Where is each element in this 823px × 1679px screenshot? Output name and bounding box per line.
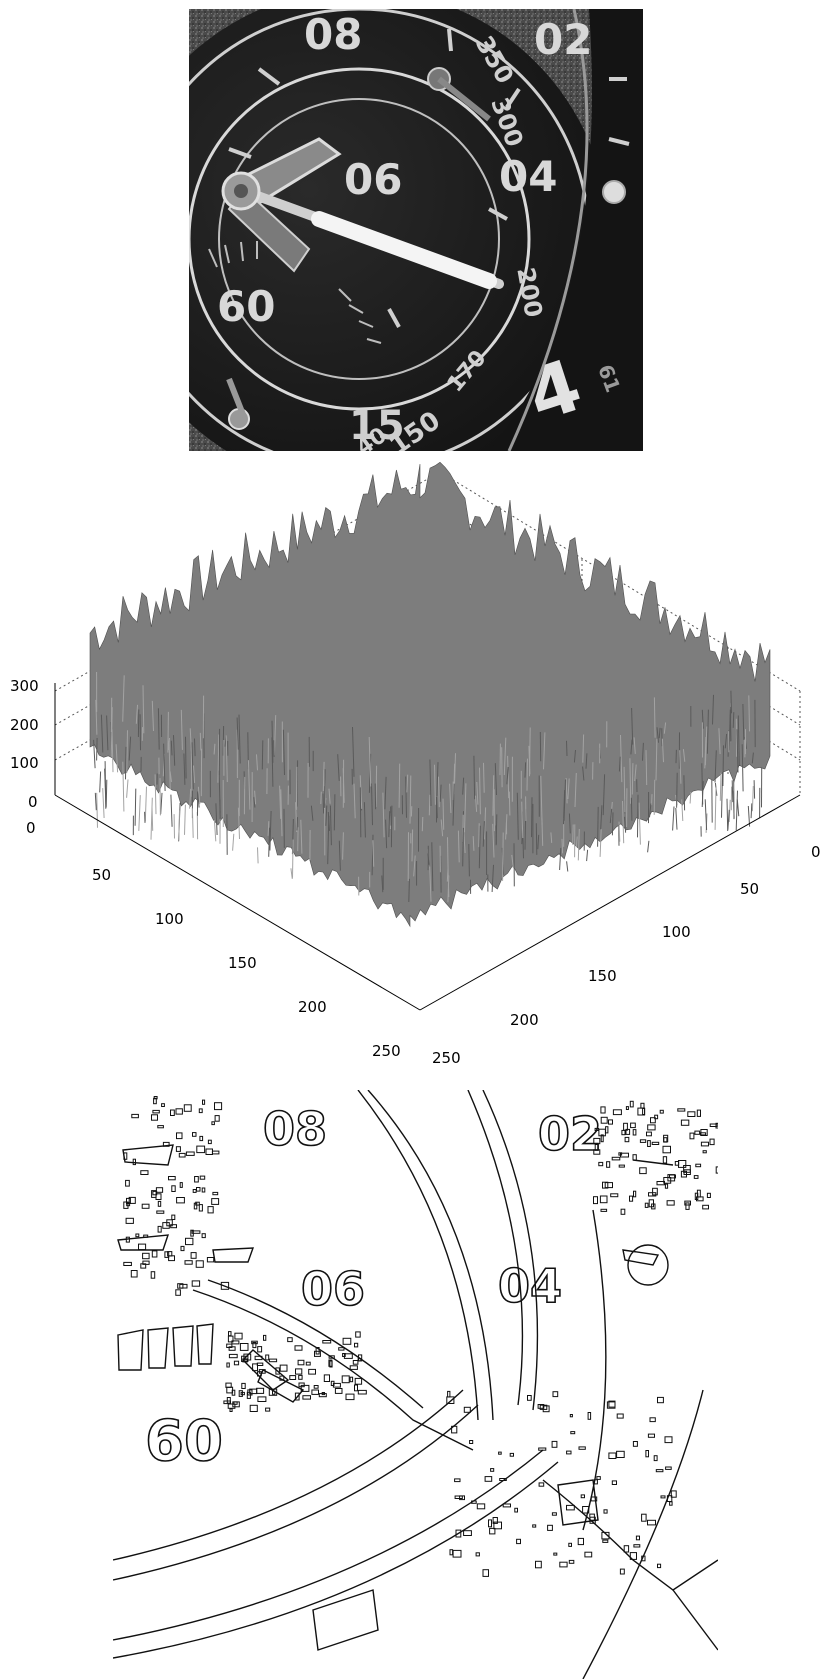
contour-number-60: 60: [145, 1409, 223, 1474]
contour-noise: [123, 1096, 718, 1577]
z-tick-200: 200: [10, 716, 39, 734]
left-axis-tick-150: 150: [228, 954, 257, 972]
surface-spikes: [93, 671, 763, 903]
dial-number-06: 06: [344, 155, 402, 204]
left-axis-tick-50: 50: [92, 866, 111, 884]
right-axis-tick-0: 0: [811, 843, 821, 861]
surface-axes: [54, 683, 801, 1011]
contour-number-08: 08: [263, 1102, 327, 1156]
contour-lines: [113, 1090, 718, 1679]
surface-plot-svg: 300 200 100 0 0 50 100 150 200 250 0 50 …: [10, 461, 821, 1067]
contour-number-04: 04: [498, 1259, 562, 1313]
contour-number-06: 06: [301, 1262, 365, 1316]
edge-contour-svg: 08 02 06 04 60: [113, 1090, 718, 1679]
dial-number-04: 04: [499, 152, 557, 201]
edge-contour-image: 08 02 06 04 60: [113, 1090, 718, 1679]
dial-number-60: 60: [217, 282, 275, 331]
left-axis-tick-250: 250: [372, 1042, 401, 1060]
left-axis-tick-100: 100: [155, 910, 184, 928]
dial-number-15: 15: [349, 403, 405, 449]
dial-ring-inner: [189, 67, 531, 411]
right-axis-tick-200: 200: [510, 1011, 539, 1029]
dial-face: [189, 9, 609, 451]
contour-number-02: 02: [538, 1107, 602, 1161]
surface-mesh: [89, 461, 771, 928]
z-tick-0: 0: [28, 793, 38, 811]
right-axis-tick-100: 100: [662, 923, 691, 941]
gauge-photo: 08 02 06 04 60 4 15 350 300 200 170 150 …: [189, 9, 643, 451]
right-axis-tick-50: 50: [740, 880, 759, 898]
z-tick-100: 100: [10, 754, 39, 772]
dial-number-02: 02: [534, 15, 592, 64]
dial-number-08: 08: [304, 10, 362, 59]
z-tick-300: 300: [10, 677, 39, 695]
right-axis-tick-250: 250: [432, 1049, 461, 1067]
left-axis-tick-200: 200: [298, 998, 327, 1016]
gauge-photo-svg: 08 02 06 04 60 4 15 350 300 200 170 150 …: [189, 9, 643, 451]
screw-right: [602, 180, 626, 204]
surface-plot: 300 200 100 0 0 50 100 150 200 250 0 50 …: [0, 455, 823, 1095]
right-axis-tick-150: 150: [588, 967, 617, 985]
left-axis-tick-0: 0: [26, 819, 36, 837]
